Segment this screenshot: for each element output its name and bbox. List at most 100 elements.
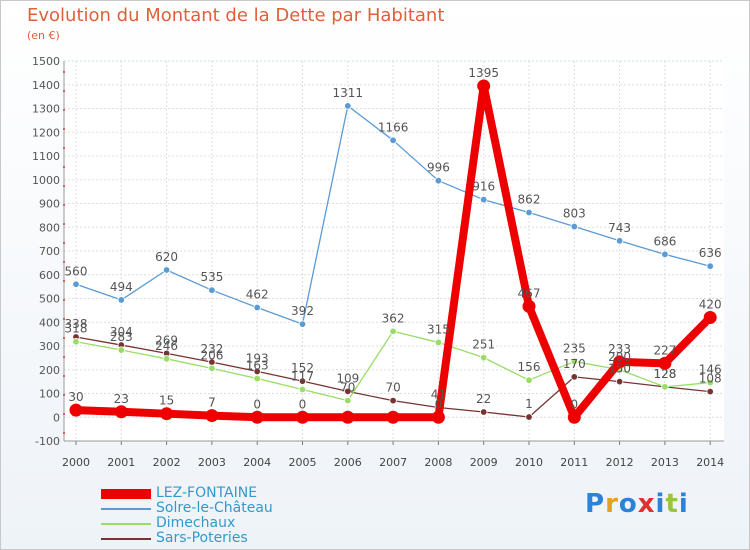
data-point [208, 364, 216, 373]
data-label: 227 [653, 343, 676, 357]
data-label: 23 [114, 392, 129, 406]
x-tick-label: 2013 [651, 456, 679, 469]
data-point [389, 327, 397, 335]
data-point [567, 410, 581, 424]
data-point [344, 396, 352, 405]
x-tick-label: 2005 [289, 456, 317, 469]
data-label: 128 [653, 367, 676, 381]
data-label: 146 [699, 363, 722, 377]
data-point [706, 387, 714, 396]
data-point [615, 377, 624, 386]
x-tick-label: 2003 [198, 456, 226, 469]
data-label: 117 [291, 369, 314, 383]
data-point [570, 357, 578, 366]
chart-title: Evolution du Montant de la Dette par Hab… [27, 5, 445, 26]
data-point [480, 195, 488, 204]
y-tick-label: 400 [39, 316, 60, 329]
data-label: 152 [291, 361, 314, 375]
y-tick-label: 1100 [32, 150, 60, 163]
data-label: 269 [155, 333, 178, 347]
data-point [522, 299, 536, 313]
data-label: 193 [246, 351, 269, 365]
data-label: 462 [246, 288, 269, 302]
legend-label: Solre-le-Château [156, 500, 273, 516]
data-label: 15 [159, 394, 174, 408]
x-tick-label: 2006 [334, 456, 362, 469]
legend-swatch [101, 538, 151, 540]
y-tick-label: 800 [39, 221, 60, 234]
data-label: 109 [336, 371, 359, 385]
data-point [703, 311, 717, 324]
y-tick-label: 1200 [32, 126, 60, 139]
data-point [615, 237, 624, 245]
data-point [208, 286, 216, 294]
y-tick-label: 1400 [32, 79, 60, 92]
data-point [570, 373, 578, 381]
data-label: 156 [518, 360, 541, 374]
x-tick-label: 2002 [153, 456, 181, 469]
y-tick-label: 900 [39, 198, 60, 211]
data-label: 0 [253, 397, 261, 411]
y-tick-label: 300 [39, 340, 60, 353]
data-point [298, 377, 307, 385]
data-label: 235 [563, 341, 586, 355]
data-label: 7 [208, 396, 216, 410]
data-point [661, 250, 669, 259]
data-label: 318 [65, 322, 88, 336]
data-label: 686 [653, 234, 676, 248]
legend-swatch [101, 489, 151, 499]
data-point [477, 79, 491, 93]
x-tick-label: 2014 [696, 456, 724, 469]
legend-label: Sars-Poteries [156, 530, 248, 546]
data-point [386, 410, 400, 424]
data-label: 803 [563, 207, 586, 221]
data-point [389, 136, 397, 145]
data-point [72, 338, 80, 346]
data-point [253, 374, 261, 383]
data-label: 1395 [468, 66, 499, 80]
data-point [658, 356, 672, 370]
data-label: 128 [653, 367, 676, 381]
data-point [525, 376, 533, 384]
data-label: 1 [525, 397, 533, 411]
data-label: 420 [699, 298, 722, 312]
data-label: 251 [472, 338, 495, 352]
data-point [162, 266, 171, 274]
data-label: 0 [435, 397, 443, 411]
data-label: 862 [518, 193, 541, 207]
data-point [480, 353, 488, 362]
y-tick-label: 1500 [32, 55, 60, 68]
data-point [389, 396, 397, 405]
data-point [480, 408, 488, 416]
data-label: 392 [291, 304, 314, 318]
legend-swatch [101, 508, 151, 510]
data-point [69, 403, 83, 417]
data-label: 283 [110, 330, 133, 344]
data-label: 163 [246, 359, 269, 373]
data-point [661, 383, 669, 391]
data-label: 362 [382, 311, 405, 325]
x-tick-label: 2000 [62, 456, 90, 469]
data-label: 22 [476, 392, 491, 406]
y-tick-label: 1300 [32, 103, 60, 116]
data-point [434, 338, 443, 347]
data-label: 170 [563, 357, 586, 371]
data-label: 743 [608, 221, 631, 235]
data-point [706, 378, 714, 387]
data-label: 494 [110, 280, 133, 294]
data-point [706, 262, 714, 270]
data-point [298, 320, 307, 328]
data-label: 0 [570, 397, 578, 411]
data-label: 1166 [378, 120, 409, 134]
x-tick-label: 2012 [606, 456, 634, 469]
y-tick-label: 500 [39, 293, 60, 306]
data-point [525, 208, 533, 217]
data-label: 150 [608, 362, 631, 376]
x-tick-label: 2004 [243, 456, 271, 469]
data-point [344, 102, 352, 110]
x-tick-label: 2010 [515, 456, 543, 469]
data-point [72, 280, 80, 288]
y-tick-label: 0 [53, 411, 60, 424]
